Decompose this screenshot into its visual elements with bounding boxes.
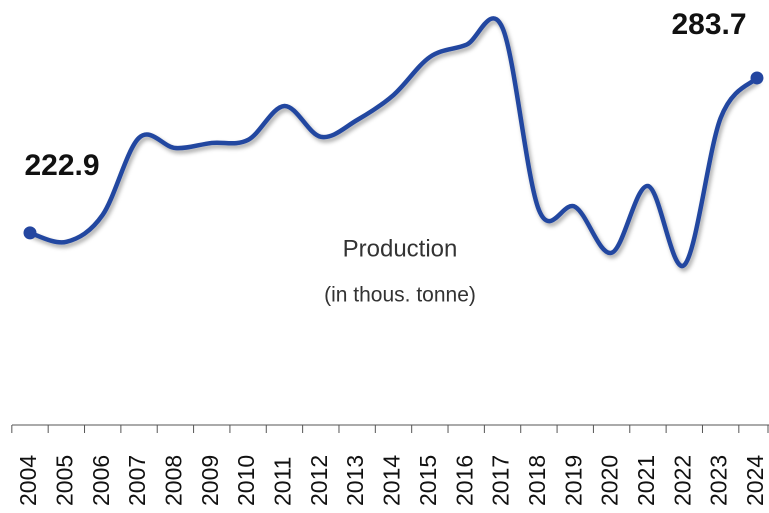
- x-tick-label: 2005: [51, 455, 77, 506]
- x-tick-label: 2009: [197, 455, 223, 506]
- x-tick-label: 2023: [706, 455, 732, 506]
- x-tick-label: 2010: [233, 455, 259, 506]
- end-point: [750, 71, 764, 85]
- x-tick-label: 2011: [270, 457, 296, 506]
- x-tick-label: 2008: [160, 455, 186, 506]
- x-tick-label: 2014: [379, 455, 405, 506]
- x-tick-label: 2021: [633, 455, 659, 506]
- x-tick-label: 2006: [88, 455, 114, 506]
- line: [29, 16, 759, 269]
- x-tick-label: 2018: [524, 455, 550, 506]
- x-tick-label: 2016: [451, 455, 477, 506]
- end-point: [23, 226, 37, 240]
- x-tick-label: 2004: [15, 455, 41, 506]
- x-tick-label: 2015: [415, 455, 441, 506]
- x-tick-label: 2013: [342, 455, 368, 506]
- x-tick-label: 2012: [306, 455, 332, 506]
- x-tick-label: 2017: [488, 455, 514, 506]
- x-tick-label: 2020: [597, 455, 623, 506]
- x-tick-label: 2007: [124, 455, 150, 506]
- data-label: 222.9: [24, 149, 99, 182]
- chart-title: Production: [343, 235, 458, 262]
- x-tick-label: 2019: [560, 455, 586, 506]
- x-tick-label: 2024: [742, 455, 768, 506]
- x-tick-label: 2022: [669, 455, 695, 506]
- data-label: 283.7: [671, 8, 746, 41]
- chart-subtitle: (in thous. tonne): [324, 284, 476, 307]
